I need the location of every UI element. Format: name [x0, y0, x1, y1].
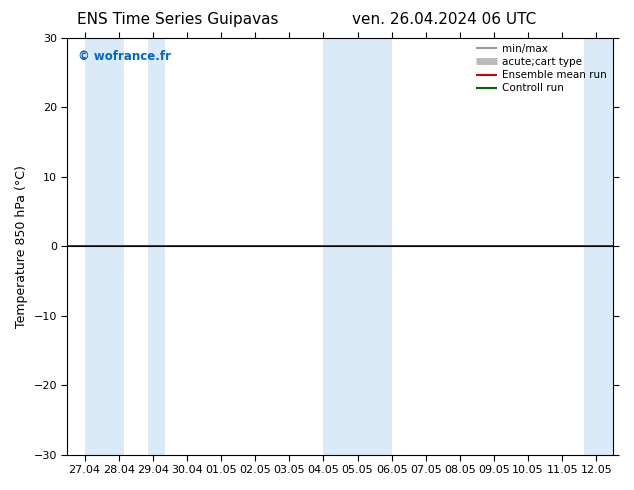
Legend: min/max, acute;cart type, Ensemble mean run, Controll run: min/max, acute;cart type, Ensemble mean …	[472, 40, 611, 98]
Text: © wofrance.fr: © wofrance.fr	[79, 50, 171, 63]
Text: ven. 26.04.2024 06 UTC: ven. 26.04.2024 06 UTC	[352, 12, 536, 27]
Y-axis label: Temperature 850 hPa (°C): Temperature 850 hPa (°C)	[15, 165, 28, 328]
Bar	[585, 38, 614, 455]
Bar	[84, 38, 124, 455]
Text: ENS Time Series Guipavas: ENS Time Series Guipavas	[77, 12, 278, 27]
Bar	[323, 38, 392, 455]
Bar	[148, 38, 165, 455]
